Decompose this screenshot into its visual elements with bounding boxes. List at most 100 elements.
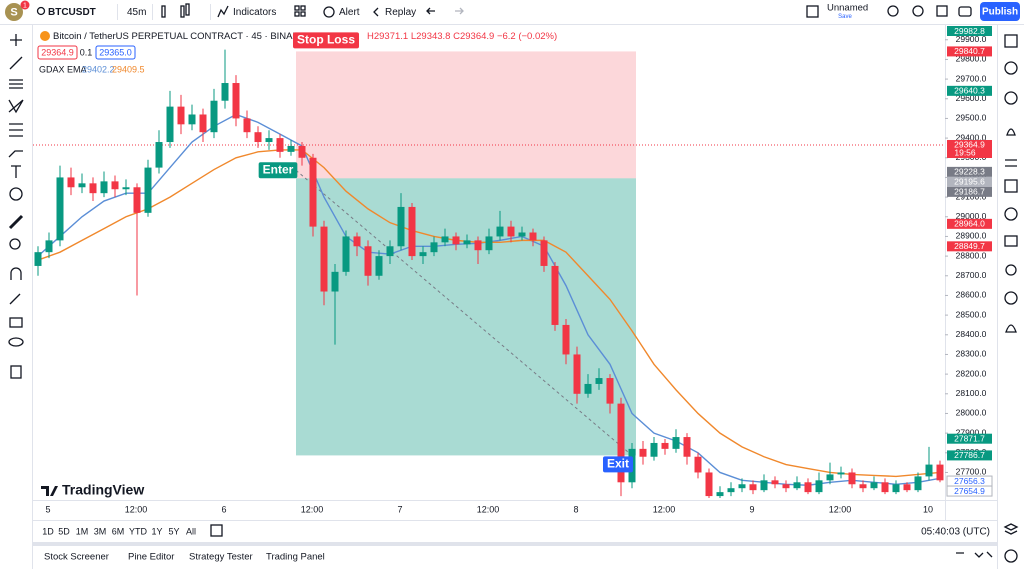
data-window-icon[interactable] xyxy=(1004,91,1018,105)
panel-tab[interactable]: Strategy Tester xyxy=(189,552,253,563)
panel-controls[interactable] xyxy=(956,551,993,558)
panel-tab[interactable]: Pine Editor xyxy=(128,552,174,563)
ideas-icon[interactable] xyxy=(1004,179,1018,193)
range-button[interactable]: 6M xyxy=(112,526,125,536)
symbol[interactable]: BTCUSDT xyxy=(48,7,96,18)
alert-icon[interactable] xyxy=(323,6,335,18)
chart-type-icon[interactable] xyxy=(180,5,185,18)
interval[interactable]: 45m xyxy=(127,7,146,18)
candle-body xyxy=(529,232,537,241)
icon-tool[interactable] xyxy=(9,187,23,201)
indicators-icon[interactable] xyxy=(217,5,229,18)
chart-type-icon[interactable] xyxy=(161,5,166,18)
panel-tab[interactable]: Trading Panel xyxy=(266,552,325,563)
publish-button[interactable] xyxy=(980,2,1020,21)
watchlist-icon[interactable] xyxy=(1004,34,1018,48)
layout-icon[interactable] xyxy=(294,11,300,17)
y-tick-label: 29700.0 xyxy=(956,73,987,83)
zoom-tool[interactable] xyxy=(9,238,21,250)
layout-name[interactable]: Unnamed xyxy=(827,3,868,14)
layout-icon[interactable] xyxy=(300,11,306,17)
magnet-tool[interactable] xyxy=(10,267,22,280)
range-button[interactable]: 1D xyxy=(42,526,54,536)
range-button[interactable]: 1M xyxy=(76,526,89,536)
range-button[interactable]: All xyxy=(186,526,196,536)
candle-body xyxy=(122,187,130,190)
notifications-icon[interactable] xyxy=(1005,324,1017,333)
buy-box[interactable] xyxy=(95,45,136,60)
avatar[interactable] xyxy=(5,3,23,21)
save-status: Save xyxy=(838,14,852,20)
exit-label: Exit xyxy=(607,457,629,471)
price-badge xyxy=(947,176,992,187)
search-icon[interactable] xyxy=(36,6,46,16)
undo-icon[interactable] xyxy=(426,7,435,15)
candle-body xyxy=(584,383,592,394)
stop-loss-label-bg xyxy=(292,32,360,49)
candle-body xyxy=(881,482,889,493)
candle-body xyxy=(353,236,361,247)
candle-body xyxy=(727,488,735,493)
candle-body xyxy=(771,480,779,485)
redo-icon[interactable] xyxy=(455,7,464,15)
snapshot-icon[interactable] xyxy=(958,6,972,17)
replay-icon[interactable] xyxy=(373,7,379,17)
candle-body xyxy=(78,183,86,188)
price-badge xyxy=(947,218,992,229)
hotlist-icon[interactable] xyxy=(1006,128,1016,136)
broadcast-icon[interactable] xyxy=(1004,291,1018,305)
hide-tool[interactable] xyxy=(8,337,24,347)
range-button[interactable]: 3M xyxy=(94,526,107,536)
candle-body xyxy=(903,484,911,491)
candle-body xyxy=(386,246,394,257)
ideas-light-icon[interactable] xyxy=(1005,264,1017,276)
layout-select-icon[interactable] xyxy=(806,5,819,18)
range-button[interactable]: YTD xyxy=(129,526,148,536)
replay-button[interactable]: Replay xyxy=(385,7,416,18)
alert-button[interactable]: Alert xyxy=(339,7,360,18)
brush-tool[interactable] xyxy=(8,150,23,158)
price-badge-label: 29364.9 xyxy=(954,140,985,150)
price-badge xyxy=(947,166,992,177)
ema-slow-value: 29409.5 xyxy=(112,64,145,74)
panel-tab[interactable]: Stock Screener xyxy=(44,552,109,563)
candle-body xyxy=(595,378,603,384)
prediction-tool[interactable] xyxy=(9,123,23,137)
range-button[interactable]: 1Y xyxy=(151,526,162,536)
remove-tool[interactable] xyxy=(10,365,22,379)
crosshair-tool[interactable] xyxy=(10,34,22,46)
chats-icon[interactable] xyxy=(1004,235,1018,247)
layers-icon[interactable] xyxy=(1003,523,1019,535)
candle-body xyxy=(496,226,504,237)
layout-icon[interactable] xyxy=(300,5,306,11)
lock-tool[interactable] xyxy=(9,317,23,328)
range-button[interactable]: 5Y xyxy=(168,526,179,536)
indicators-button[interactable]: Indicators xyxy=(233,7,276,18)
candle-body xyxy=(111,181,119,190)
help-icon[interactable] xyxy=(1004,549,1018,563)
price-badge-label: 27786.7 xyxy=(954,450,985,460)
quick-search-icon[interactable] xyxy=(887,5,899,17)
y-tick-label: 27700.0 xyxy=(956,467,987,477)
candle-body xyxy=(617,403,625,483)
pattern-tool[interactable] xyxy=(8,99,24,114)
sell-box[interactable] xyxy=(37,45,78,60)
candle-body xyxy=(166,106,174,143)
calendar-icon[interactable] xyxy=(1005,159,1017,167)
trend-line-tool[interactable] xyxy=(9,56,23,70)
text-tool[interactable] xyxy=(11,165,21,178)
candle-body xyxy=(287,145,295,152)
goto-date-icon[interactable] xyxy=(210,524,223,537)
range-button[interactable]: 5D xyxy=(58,526,70,536)
settings-icon[interactable] xyxy=(912,5,924,17)
alerts-icon[interactable] xyxy=(1004,61,1018,75)
measure-tool[interactable] xyxy=(8,214,24,230)
fib-tool[interactable] xyxy=(9,79,23,89)
streams-icon[interactable] xyxy=(1004,207,1018,221)
stay-drawing-tool[interactable] xyxy=(9,293,21,305)
price-badge xyxy=(947,186,992,197)
fullscreen-icon[interactable] xyxy=(936,5,948,17)
chart-type-icon[interactable] xyxy=(185,3,190,16)
price-badge-label: 27871.7 xyxy=(954,433,985,443)
layout-icon[interactable] xyxy=(294,5,300,11)
